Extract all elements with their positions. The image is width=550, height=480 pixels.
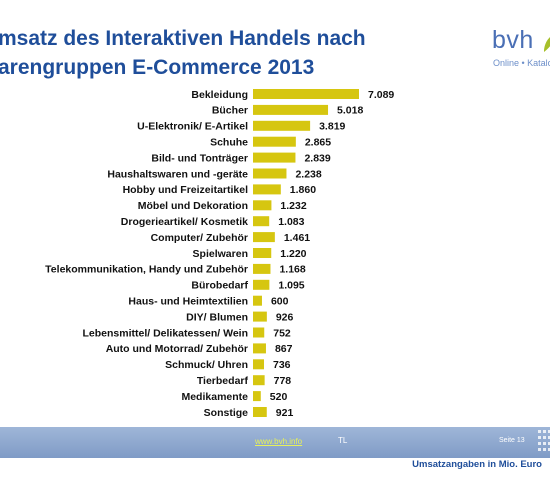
bar (253, 295, 262, 306)
page-title: msatz des Interaktiven Handels nach aren… (0, 24, 428, 82)
value-label: 867 (275, 343, 293, 355)
category-label: Tierbedarf (197, 375, 249, 387)
category-label: Hobby und Freizeitartikel (123, 184, 249, 196)
bar (253, 104, 329, 115)
category-label: Sonstige (204, 407, 248, 419)
category-label: Bücher (212, 105, 248, 117)
category-label: Auto und Motorrad/ Zubehör (106, 343, 248, 355)
value-label: 2.865 (305, 137, 331, 149)
value-label: 1.083 (278, 216, 304, 228)
bar (253, 327, 265, 338)
bar (253, 200, 272, 211)
bar (253, 136, 296, 147)
units-note: Umsatzangaben in Mio. Euro (412, 459, 542, 470)
category-label: U-Elektronik/ E-Artikel (137, 121, 248, 133)
bar (253, 311, 267, 322)
bar-chart: Bekleidung 7.089 Bücher 5.018 U-Elektronik/ … (45, 89, 394, 419)
category-label: Haus- und Heimtextilien (128, 296, 248, 308)
bar (253, 232, 275, 243)
category-label: Möbel und Dekoration (138, 200, 248, 212)
value-label: 1.168 (279, 264, 305, 276)
footer-initials: TL (338, 436, 348, 445)
value-label: 1.095 (278, 280, 304, 292)
bar (253, 216, 270, 227)
value-label: 1.232 (280, 200, 306, 212)
page-number: Seite 13 (499, 437, 525, 444)
value-label: 520 (270, 391, 288, 403)
category-label: Computer/ Zubehör (151, 232, 248, 244)
bar (253, 168, 287, 179)
category-label: DIY/ Blumen (186, 311, 248, 323)
bar (253, 359, 265, 370)
bar (253, 263, 271, 274)
value-label: 7.089 (368, 89, 394, 101)
title-line-2: arengruppen E-Commerce 2013 (0, 56, 315, 79)
category-label: Bürobedarf (191, 280, 248, 292)
value-label: 600 (271, 296, 289, 308)
value-label: 2.839 (304, 152, 330, 164)
bar (253, 279, 270, 290)
logo-word: bvh (492, 26, 534, 54)
category-label: Spielwaren (193, 248, 248, 260)
value-label: 926 (276, 311, 294, 323)
bar (253, 184, 281, 195)
category-label: Drogerieartikel/ Kosmetik (121, 216, 248, 228)
bar (253, 391, 261, 402)
bar (253, 89, 359, 99)
value-label: 2.238 (295, 168, 321, 180)
bvh-logo: bvh Online • Katalog (478, 26, 550, 76)
bar (253, 375, 265, 386)
value-label: 1.461 (284, 232, 310, 244)
logo-tagline: Online • Katalog (493, 58, 550, 68)
footer-link[interactable]: www.bvh.info (255, 437, 303, 446)
category-label: Telekommunikation, Handy und Zubehör (45, 264, 248, 276)
bar (253, 407, 267, 417)
value-label: 1.860 (290, 184, 316, 196)
leaf-icon (544, 37, 550, 52)
title-line-1: msatz des Interaktiven Handels nach (0, 27, 366, 50)
category-label: Lebensmittel/ Delikatessen/ Wein (82, 327, 248, 339)
bar (253, 343, 266, 354)
category-label: Medikamente (181, 391, 248, 403)
footer-bar: www.bvh.info TL Seite 13 (0, 427, 550, 458)
value-label: 736 (273, 359, 291, 371)
category-label: Schuhe (210, 137, 248, 149)
value-label: 1.220 (280, 248, 306, 260)
bar (253, 248, 272, 258)
grid-pattern-icon (538, 430, 550, 451)
value-label: 752 (273, 327, 291, 339)
value-label: 3.819 (319, 121, 345, 133)
value-label: 5.018 (337, 105, 363, 117)
bar (253, 120, 311, 131)
category-label: Bild- und Tonträger (151, 152, 248, 164)
category-label: Bekleidung (191, 89, 248, 101)
bar (253, 152, 296, 163)
value-label: 778 (274, 375, 292, 387)
category-label: Schmuck/ Uhren (165, 359, 248, 371)
value-label: 921 (276, 407, 294, 419)
category-label: Haushaltswaren und -geräte (107, 168, 248, 180)
